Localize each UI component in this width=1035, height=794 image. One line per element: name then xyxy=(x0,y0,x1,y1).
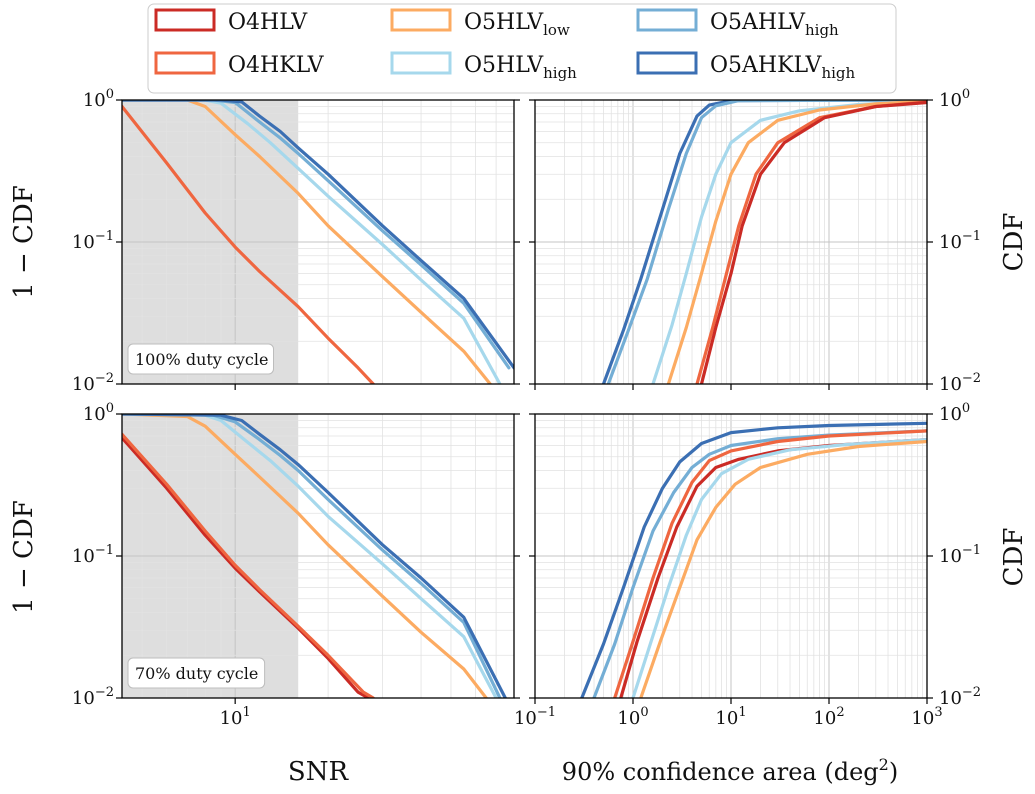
ylabel-right-top: CDF xyxy=(999,213,1029,272)
series-line-o5ahklv-high xyxy=(122,100,514,370)
xlabel-right-sup: 2 xyxy=(879,755,889,774)
series-line-o5hlv-high xyxy=(122,100,502,384)
legend-label: O4HLV xyxy=(228,10,308,35)
legend-swatch xyxy=(154,51,216,75)
ylabel-left-top: 1 − CDF xyxy=(9,185,39,299)
ytick-label: 100 xyxy=(83,87,114,111)
grid xyxy=(122,414,514,698)
legend-swatch xyxy=(636,51,698,75)
ytick-label: 10−1 xyxy=(939,229,981,253)
xtick-label: 100 xyxy=(617,705,648,729)
legend-swatch xyxy=(154,8,216,32)
legend-label: O5HLVlow xyxy=(464,10,570,39)
series-line-o5hlv-low xyxy=(122,100,492,384)
ytick-label: 100 xyxy=(939,401,970,425)
ytick-label: 100 xyxy=(83,401,114,425)
series-line-o5hlv-low xyxy=(639,439,927,698)
panel-top-left: 100 10−1 10−2 100% duty cycle xyxy=(72,87,520,395)
panel-bottom-right: 100 10−1 10−2 10−1 100 101 102 103 xyxy=(514,401,981,729)
series-line-o5hlv-high xyxy=(122,414,498,698)
xtick-label: 102 xyxy=(813,705,844,729)
series-line-o5hlv-high xyxy=(631,438,927,698)
series-group xyxy=(580,421,927,698)
series-group xyxy=(122,414,507,698)
duty-cycle-box xyxy=(127,343,274,375)
series-line-o5ahklv-high xyxy=(601,100,927,384)
ytick-label: 10−2 xyxy=(939,371,981,395)
xtick-label: 10−1 xyxy=(514,705,556,729)
ytick-label: 10−1 xyxy=(72,543,114,567)
series-line-o4hlv xyxy=(619,438,927,698)
series-group xyxy=(601,100,927,384)
xtick-label: 101 xyxy=(715,705,746,729)
legend: O4HLV O4HKLV O5HLVlow O5HLVhigh O5AHLVhigh O5… xyxy=(147,3,897,94)
series-line-o5ahlv-high xyxy=(122,414,502,698)
series-line-o5ahlv-high xyxy=(592,429,927,698)
series-line-o4hklv xyxy=(122,432,375,698)
ylabel-left-bottom: 1 − CDF xyxy=(9,500,39,614)
ytick-label: 100 xyxy=(939,87,970,111)
ytick-label: 10−1 xyxy=(939,543,981,567)
legend-label: O5AHLVhigh xyxy=(710,10,839,39)
xlabel-right-main: 90% confidence area (deg xyxy=(562,758,879,786)
ytick-label: 10−2 xyxy=(72,371,114,395)
duty-cycle-label: 70% duty cycle xyxy=(135,664,258,683)
ylabel-right-bottom: CDF xyxy=(999,528,1029,587)
panel-bottom-left: 100 10−1 10−2 101 70% duty cycle xyxy=(72,401,520,729)
xtick-label: 101 xyxy=(220,705,251,729)
ytick-label: 10−2 xyxy=(72,685,114,709)
series-line-o4hlv xyxy=(699,100,927,384)
legend-swatch xyxy=(390,51,452,75)
xtick-label: 103 xyxy=(911,705,942,729)
grid xyxy=(535,414,927,698)
series-line-o5hlv-low xyxy=(666,100,927,384)
legend-label: O4HKLV xyxy=(228,53,325,78)
panel-top-right: 100 10−1 10−2 xyxy=(529,87,981,395)
duty-cycle-box xyxy=(127,657,266,689)
duty-cycle-label: 100% duty cycle xyxy=(135,350,268,369)
series-group xyxy=(122,100,514,384)
xlabel-right-close: ) xyxy=(889,758,898,786)
series-line-o4hklv xyxy=(613,429,927,698)
series-line-o4hklv xyxy=(122,104,375,384)
series-line-o5ahlv-high xyxy=(606,100,927,384)
xlabel-left: SNR xyxy=(288,757,350,787)
xlabel-right: 90% confidence area (deg2) xyxy=(562,755,898,786)
legend-swatch xyxy=(636,8,698,32)
legend-swatch xyxy=(390,8,452,32)
series-line-o5hlv-low xyxy=(122,414,488,698)
grid xyxy=(122,100,514,384)
legend-frame xyxy=(147,3,897,94)
ytick-label: 10−1 xyxy=(72,229,114,253)
series-line-o5ahklv-high xyxy=(580,421,927,698)
legend-label: O5AHKLVhigh xyxy=(710,53,855,82)
ytick-label: 10−2 xyxy=(939,685,981,709)
legend-label: O5HLVhigh xyxy=(464,53,577,82)
series-line-o5ahklv-high xyxy=(122,414,507,698)
